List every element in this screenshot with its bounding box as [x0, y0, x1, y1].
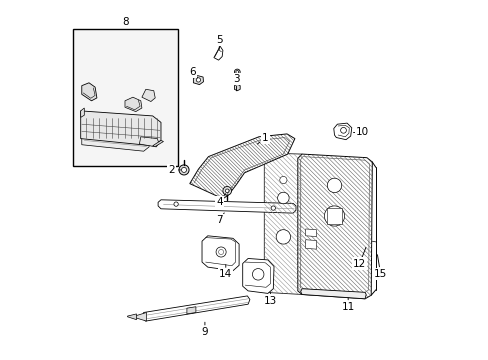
Circle shape	[270, 206, 275, 210]
Text: 12: 12	[352, 258, 366, 269]
Polygon shape	[189, 134, 294, 199]
Circle shape	[252, 269, 264, 280]
Polygon shape	[158, 200, 295, 213]
Circle shape	[324, 206, 344, 226]
Polygon shape	[242, 258, 273, 293]
Circle shape	[277, 192, 288, 204]
Circle shape	[196, 78, 200, 82]
Polygon shape	[333, 123, 351, 140]
Text: 4: 4	[216, 197, 222, 207]
Polygon shape	[134, 312, 146, 321]
Circle shape	[218, 249, 223, 255]
Text: 15: 15	[373, 269, 386, 279]
Circle shape	[279, 176, 286, 184]
Polygon shape	[81, 111, 161, 146]
Polygon shape	[326, 208, 341, 224]
Polygon shape	[139, 137, 159, 147]
Text: 6: 6	[188, 67, 195, 77]
Circle shape	[340, 127, 346, 133]
Polygon shape	[127, 314, 136, 320]
Polygon shape	[81, 108, 84, 117]
Polygon shape	[305, 229, 316, 237]
Polygon shape	[297, 154, 371, 299]
Circle shape	[223, 186, 231, 195]
Text: 5: 5	[216, 35, 222, 45]
Circle shape	[181, 167, 186, 172]
Polygon shape	[142, 296, 249, 321]
Polygon shape	[202, 236, 239, 271]
Polygon shape	[81, 83, 97, 101]
Polygon shape	[264, 153, 302, 294]
Text: 3: 3	[233, 74, 240, 84]
Circle shape	[234, 69, 240, 75]
Polygon shape	[300, 289, 366, 299]
Text: 7: 7	[216, 215, 222, 225]
Text: 2: 2	[168, 165, 175, 175]
Circle shape	[225, 189, 228, 193]
Polygon shape	[234, 84, 240, 91]
Text: 14: 14	[219, 269, 232, 279]
Text: 11: 11	[341, 302, 354, 312]
Circle shape	[174, 202, 178, 206]
Circle shape	[179, 165, 189, 175]
Polygon shape	[125, 97, 142, 112]
Circle shape	[235, 71, 238, 73]
Circle shape	[326, 178, 341, 193]
Text: 8: 8	[122, 17, 129, 27]
Polygon shape	[213, 46, 223, 60]
Circle shape	[216, 247, 225, 257]
Polygon shape	[142, 89, 155, 102]
Text: 1: 1	[262, 132, 268, 143]
Polygon shape	[186, 307, 196, 314]
Polygon shape	[305, 240, 316, 249]
Polygon shape	[152, 140, 163, 147]
Text: 13: 13	[263, 296, 277, 306]
Bar	[73, 29, 178, 166]
Text: 9: 9	[201, 327, 208, 337]
Polygon shape	[81, 133, 149, 151]
Polygon shape	[193, 76, 203, 85]
Circle shape	[276, 230, 290, 244]
Text: 10: 10	[355, 127, 368, 138]
